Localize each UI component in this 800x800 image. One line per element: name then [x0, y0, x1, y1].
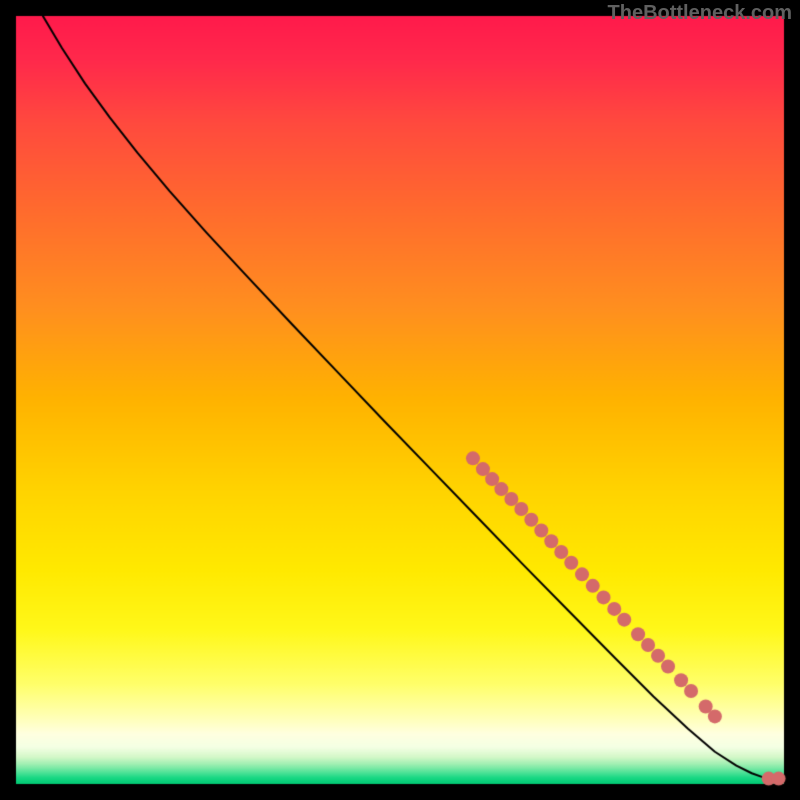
watermark-text: TheBottleneck.com — [608, 2, 792, 25]
bottleneck-chart-canvas — [0, 0, 800, 800]
chart-stage: TheBottleneck.com — [0, 0, 800, 800]
